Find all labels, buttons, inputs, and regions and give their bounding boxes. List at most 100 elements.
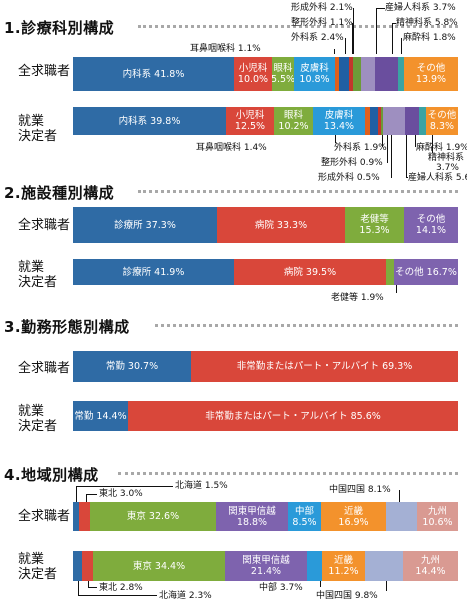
bar-segment: 常勤 30.7% [73, 351, 191, 382]
bar-segment-label: 5.5% [272, 74, 294, 85]
row-label-all-seekers: 全求職者 [18, 509, 71, 524]
annotation-hokkaido-all: 北海道 1.5% [175, 481, 228, 491]
bar-segment: 東京 32.6% [90, 502, 216, 531]
bar-segment-label: その他 [416, 63, 446, 74]
bar-segment: 中部 8.5% [288, 502, 321, 531]
bar-s3-all-seekers: 常勤 30.7% 非常勤またはパート・アルバイト 69.3% [73, 351, 458, 382]
bar-segment-label: 眼科 [273, 63, 293, 74]
leader-line [382, 135, 383, 147]
bar-segment-label: 18.8% [236, 516, 268, 528]
bar-segment-label: 診療所 37.3% [114, 219, 176, 231]
bar-segment [386, 502, 417, 531]
bar-segment-label: 皮膚科 [300, 63, 329, 74]
section-divider [138, 25, 458, 28]
section-divider [155, 324, 458, 327]
leader-line [76, 486, 173, 487]
bar-segment-label: その他 [416, 214, 446, 225]
bar-segment [381, 107, 383, 135]
bar-segment-label: 病院 33.3% [254, 219, 308, 231]
bar-segment [365, 107, 370, 135]
bar-segment-label: 東京 32.6% [126, 511, 180, 522]
leader-line [78, 595, 157, 596]
bar-segment-label: 13.4% [323, 121, 355, 132]
bar-segment-label: 小児科 [238, 63, 268, 74]
leader-line [88, 581, 89, 588]
bar-segment [335, 57, 339, 91]
leader-line [376, 8, 385, 9]
bar-segment [82, 551, 93, 581]
section-title-1: 1.診療科別構成 [4, 19, 115, 37]
bar-segment: 九州 14.4% [403, 551, 458, 581]
leader-line [352, 23, 353, 54]
annotation-keisei-all: 形成外科 2.1% [291, 3, 353, 13]
bar-segment-label: 眼科 [283, 110, 303, 121]
bar-segment-label: 皮膚科 [324, 110, 354, 121]
row-label-hired-line2: 決定者 [18, 419, 58, 434]
bar-s1-hired: 内科系 39.8% 小児科 12.5% 眼科 10.2% 皮膚科 13.4% その他 8.3% [73, 107, 458, 135]
bar-segment [378, 107, 381, 135]
bar-segment [361, 57, 375, 91]
bar-segment-label: 関東甲信越 [228, 505, 276, 517]
bar-segment: 眼科 5.5% [272, 57, 294, 91]
bar-segment-label: 8.3% [429, 121, 455, 132]
annotation-chugoku-hired: 中国四国 9.8% [316, 591, 378, 601]
bar-segment [383, 107, 405, 135]
bar-segment: 小児科 10.0% [234, 57, 272, 91]
bar-segment: その他 16.7% [394, 259, 458, 285]
bar-segment: 内科系 41.8% [73, 57, 234, 91]
bar-segment-label: 13.9% [415, 74, 447, 85]
annotation-masui-all: 麻酔科 1.8% [403, 33, 456, 43]
bar-segment-label: 12.5% [234, 121, 266, 132]
bar-s4-hired: 東京 34.4% 関東甲信越 21.4% 近畿 11.2% 九州 14.4% [73, 551, 458, 581]
row-label-hired-line2: 決定者 [18, 129, 58, 144]
bar-segment [73, 551, 82, 581]
row-label-all-seekers: 全求職者 [18, 218, 71, 233]
bar-segment: 内科系 39.8% [73, 107, 226, 135]
bar-segment: 非常勤またはパート・アルバイト 69.3% [191, 351, 458, 382]
bar-segment-label: 15.3% [359, 225, 390, 236]
bar-segment-label: 14.4% [415, 566, 446, 577]
bar-segment: 病院 33.3% [217, 207, 345, 243]
leader-line [406, 177, 408, 178]
annotation-chugoku-all: 中国四国 8.1% [329, 485, 391, 495]
bar-segment-label: 近畿 [333, 555, 353, 566]
annotation-sanpu-all: 産婦人科系 3.7% [385, 3, 456, 13]
bar-segment: その他 14.1% [404, 207, 458, 243]
leader-line [353, 8, 354, 54]
annotation-jibi-hired: 耳鼻咽喉科 1.4% [196, 143, 267, 153]
bar-segment-label: その他 16.7% [395, 266, 457, 278]
section-title-3: 3.勤務形態別構成 [4, 318, 130, 336]
bar-segment-label: 常勤 14.4% [74, 410, 127, 422]
bar-segment-label: 10.2% [278, 121, 309, 132]
bar-segment [353, 57, 361, 91]
section-title-4: 4.地域別構成 [4, 466, 99, 484]
bar-segment [405, 107, 419, 135]
bar-s4-all-seekers: 東京 32.6% 関東甲信越 18.8% 中部 8.5% 近畿 16.9% 九州 10.6% [73, 502, 458, 531]
row-label-all-seekers: 全求職者 [18, 361, 71, 376]
bar-segment: 関東甲信越 21.4% [225, 551, 307, 581]
bar-segment [419, 107, 426, 135]
leader-line [76, 486, 77, 502]
bar-segment-label: 常勤 30.7% [105, 361, 159, 372]
bar-segment-label: 10.8% [299, 74, 330, 85]
leader-line [345, 38, 346, 54]
annotation-roken-hired: 老健等 1.9% [331, 293, 384, 303]
bar-s1-all-seekers: 内科系 41.8% 小児科 10.0% 眼科 5.5% 皮膚科 10.8% その他 13.9% [73, 57, 458, 91]
leader-line [86, 494, 97, 495]
leader-line [376, 8, 377, 54]
bar-segment-label: 中部 [294, 505, 314, 517]
row-label-hired-line1: 就業 [18, 260, 45, 275]
leader-line [391, 135, 392, 178]
bar-segment: その他 8.3% [426, 107, 458, 135]
bar-segment-label: 非常勤またはパート・アルバイト 69.3% [236, 361, 413, 372]
leader-line [386, 581, 387, 591]
bar-segment-label: 小児科 [235, 110, 265, 121]
bar-segment-label: 内科系 41.8% [122, 68, 185, 80]
annotation-seishin-all: 精神科系 5.8% [396, 18, 458, 28]
leader-line [399, 490, 400, 502]
annotation-jibi-all: 耳鼻咽喉科 1.1% [190, 44, 261, 54]
bar-segment-label: 16.9% [338, 516, 369, 528]
section-divider [138, 190, 458, 193]
leader-line [432, 135, 433, 153]
